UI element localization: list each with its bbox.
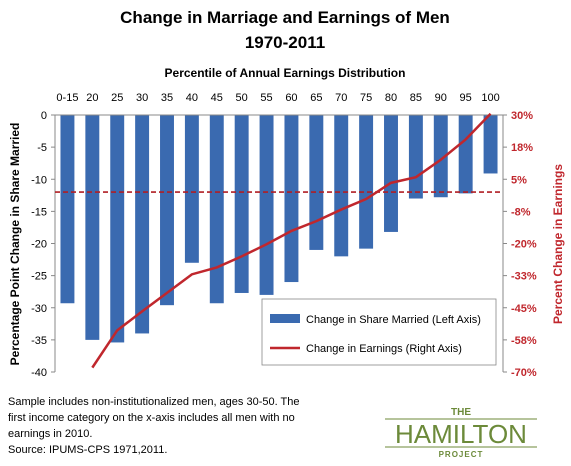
left-axis-title: Percentage Point Change in Share Married — [8, 123, 22, 366]
note-line-3: earnings in 2010. — [8, 428, 92, 440]
left-tick-label: 0 — [41, 110, 47, 122]
bar — [408, 115, 423, 199]
bar — [110, 115, 125, 343]
hamilton-project-logo: THE HAMILTON PROJECT — [385, 407, 537, 459]
x-axis-label: Percentile of Annual Earnings Distributi… — [165, 66, 406, 80]
x-tick-label: 100 — [481, 92, 499, 104]
right-tick-label: -58% — [511, 335, 537, 347]
logo-project: PROJECT — [439, 450, 484, 459]
bar — [309, 115, 324, 250]
left-tick-label: -10 — [31, 174, 47, 186]
x-tick-label: 65 — [310, 92, 322, 104]
x-tick-label: 75 — [360, 92, 372, 104]
right-tick-label: 30% — [511, 110, 533, 122]
logo-the: THE — [451, 407, 471, 418]
left-tick-label: -25 — [31, 271, 47, 283]
legend-bar-label: Change in Share Married (Left Axis) — [306, 314, 481, 326]
bar — [135, 115, 150, 334]
x-tick-label: 55 — [260, 92, 272, 104]
x-tick-label: 25 — [111, 92, 123, 104]
right-tick-label: -20% — [511, 239, 537, 251]
right-tick-label: -70% — [511, 367, 537, 379]
legend-box — [261, 298, 497, 366]
left-axis-ticks: 0 -5 -10 -15 -20 -25 -30 -35 -40 — [31, 110, 55, 379]
x-tick-label: 80 — [385, 92, 397, 104]
legend: Change in Share Married (Left Axis) Chan… — [261, 298, 497, 366]
right-tick-label: -8% — [511, 206, 531, 218]
x-tick-label: 30 — [136, 92, 148, 104]
bar — [284, 115, 299, 283]
bar — [85, 115, 100, 340]
legend-line-label: Change in Earnings (Right Axis) — [306, 343, 462, 355]
logo-hamilton: HAMILTON — [395, 419, 527, 449]
note-line-2: first income category on the x-axis incl… — [8, 412, 295, 424]
note-line-1: Sample includes non-institutionalized me… — [8, 396, 299, 408]
x-tick-label: 60 — [285, 92, 297, 104]
x-tick-label: 20 — [86, 92, 98, 104]
bar — [234, 115, 249, 293]
bar — [458, 115, 473, 194]
x-tick-label: 70 — [335, 92, 347, 104]
bar — [184, 115, 199, 263]
x-tick-labels: 0-15 20 25 30 35 40 45 50 55 60 65 70 75 80 85 90 95 100 — [56, 92, 499, 104]
left-tick-label: -20 — [31, 239, 47, 251]
left-tick-label: -30 — [31, 303, 47, 315]
x-tick-label: 0-15 — [56, 92, 78, 104]
notes: Sample includes non-institutionalized me… — [8, 396, 299, 456]
right-tick-label: 18% — [511, 142, 533, 154]
earnings-line — [91, 112, 492, 369]
left-tick-label: -35 — [31, 335, 47, 347]
bar — [384, 115, 398, 232]
x-tick-label: 40 — [186, 92, 198, 104]
bar — [259, 115, 274, 295]
bar — [334, 115, 349, 257]
bar — [60, 115, 75, 304]
left-tick-label: -40 — [31, 367, 47, 379]
right-axis-ticks: 30% 18% 5% -8% -20% -33% -45% -58% -70% — [503, 110, 537, 379]
x-tick-label: 50 — [236, 92, 248, 104]
x-tick-label: 95 — [460, 92, 472, 104]
x-tick-label: 85 — [410, 92, 422, 104]
right-tick-label: -33% — [511, 271, 537, 283]
chart-title-line1: Change in Marriage and Earnings of Men — [120, 8, 450, 27]
bar — [209, 115, 224, 304]
note-line-4: Source: IPUMS-CPS 1971,2011. — [8, 444, 167, 456]
bar — [359, 115, 374, 249]
x-tick-label: 45 — [211, 92, 223, 104]
chart-title-line2: 1970-2011 — [245, 33, 325, 52]
bar — [433, 115, 448, 198]
x-tick-label: 90 — [435, 92, 447, 104]
right-tick-label: -45% — [511, 303, 537, 315]
right-axis-title: Percent Change in Earnings — [551, 164, 565, 324]
x-tick-label: 35 — [161, 92, 173, 104]
bar — [483, 115, 498, 174]
left-tick-label: -15 — [31, 206, 47, 218]
legend-bar-swatch — [270, 314, 300, 323]
bar — [160, 115, 174, 306]
left-tick-label: -5 — [37, 142, 47, 154]
right-tick-label: 5% — [511, 174, 527, 186]
